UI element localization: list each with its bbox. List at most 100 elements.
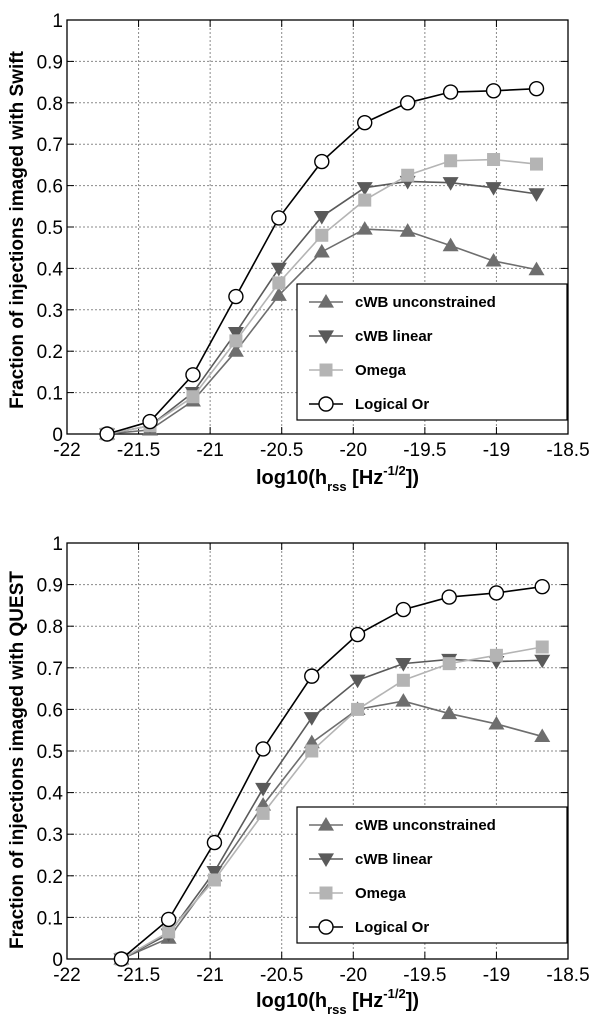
y-tick-label: 0.1 <box>37 908 63 929</box>
data-point-omega <box>535 640 549 654</box>
legend-marker-logical-or <box>318 919 334 935</box>
y-tick-label: 0.8 <box>37 617 63 638</box>
quest-chart: -22 -21.5 -21 -20.5 -20 -19.5 -19 -18.5 0 0.1 0.2 0… <box>7 534 590 1017</box>
data-point-logical-or <box>485 83 502 99</box>
y-tick-label: 0.9 <box>37 576 63 597</box>
data-point-omega <box>396 673 410 687</box>
x-tick-label: -21 <box>196 965 223 986</box>
y-tick-label: 0.4 <box>37 259 64 280</box>
data-point-cwb-unconstrained <box>270 287 287 301</box>
y-tick-label: 1 <box>52 534 63 555</box>
y-tick-label: 0.8 <box>37 94 63 115</box>
data-point-omega <box>162 925 176 939</box>
series-line-logical-or <box>120 585 543 960</box>
data-point-cwb-linear <box>206 866 223 880</box>
x-tick-label: -19.5 <box>403 965 446 986</box>
legend-marker-cwb-unconstrained <box>318 817 334 831</box>
legend-marker-cwb-linear <box>318 330 334 344</box>
data-point-omega <box>487 153 501 167</box>
x-tick-label: -18.5 <box>546 965 589 986</box>
x-tick-label: -19.5 <box>403 440 446 461</box>
data-point-cwb-linear <box>349 674 366 689</box>
y-tick-label: 0.9 <box>37 52 63 73</box>
data-point-logical-or <box>528 81 545 97</box>
data-point-logical-or <box>314 153 330 170</box>
data-point-cwb-unconstrained <box>356 221 373 235</box>
data-point-omega <box>351 702 365 716</box>
y-tick-label: 0.7 <box>37 135 63 156</box>
y-tick-label: 0.4 <box>37 784 64 805</box>
y-tick-label: 0 <box>52 425 63 446</box>
data-point-logical-or <box>357 114 373 131</box>
legend-box <box>296 806 568 944</box>
x-tick-label: -20 <box>340 440 367 461</box>
data-point-omega <box>186 390 200 404</box>
data-point-cwb-unconstrained <box>399 223 416 237</box>
data-point-logical-or <box>395 601 412 618</box>
data-point-omega <box>530 157 544 171</box>
series-line-omega <box>120 646 543 960</box>
data-point-cwb-linear <box>528 188 545 202</box>
y-tick-label: 0.6 <box>37 177 63 198</box>
y-tick-label: 0.3 <box>37 825 63 846</box>
x-axis-label: log10(hrss [Hz-1/2]) <box>256 986 419 1017</box>
x-tick-label: -18.5 <box>546 440 589 461</box>
data-point-cwb-linear <box>227 326 244 341</box>
legend: cWB unconstrained cWB linear Omega Logical … <box>296 283 568 421</box>
legend-label-cwb-unconstrained: cWB unconstrained <box>355 294 496 311</box>
data-point-omega <box>256 806 270 820</box>
legend-label-omega: Omega <box>355 885 407 902</box>
series-logical-or <box>113 578 550 967</box>
data-point-omega <box>358 193 372 207</box>
data-point-logical-or <box>304 668 320 684</box>
data-point-cwb-unconstrained <box>442 237 459 252</box>
x-tick-label: -21 <box>196 440 223 461</box>
x-tick-label: -19 <box>483 440 510 461</box>
data-point-logical-or <box>441 589 457 605</box>
data-point-logical-or <box>255 741 271 757</box>
y-tick-label: 0.2 <box>37 867 63 888</box>
x-tick-label: -22 <box>53 440 80 461</box>
data-point-logical-or <box>99 426 115 442</box>
legend-marker-omega <box>319 886 333 900</box>
data-point-cwb-unconstrained <box>485 252 502 267</box>
data-point-cwb-linear <box>356 182 373 196</box>
data-point-logical-or <box>534 578 550 595</box>
legend-marker-logical-or <box>318 396 334 412</box>
x-tick-label: -20.5 <box>260 440 303 461</box>
x-axis-label: log10(hrss [Hz-1/2]) <box>256 463 419 494</box>
data-point-logical-or <box>271 210 287 226</box>
data-point-cwb-linear <box>255 782 272 797</box>
data-point-omega <box>401 168 415 182</box>
x-tick-label: -20 <box>340 965 367 986</box>
legend-label-omega: Omega <box>355 362 407 379</box>
y-axis-label: Fraction of injections imaged with Swift <box>7 50 28 409</box>
y-tick-label: 0.5 <box>37 742 63 763</box>
y-tick-label: 1 <box>52 11 63 32</box>
data-point-omega <box>207 873 221 887</box>
data-point-cwb-unconstrained <box>488 715 505 730</box>
swift-chart: -22 -21.5 -21 -20.5 -20 -19.5 -19 -18.5 0 0.1 0.2 0… <box>7 11 590 494</box>
y-tick-label: 0.2 <box>37 342 63 363</box>
legend-label-cwb-linear: cWB linear <box>355 328 433 345</box>
data-point-cwb-unconstrained <box>395 693 412 707</box>
series-omega <box>114 640 549 966</box>
y-tick-label: 0.3 <box>37 301 63 322</box>
y-tick-label: 0.6 <box>37 700 63 721</box>
data-point-omega <box>315 228 329 242</box>
x-tick-label: -19 <box>483 965 510 986</box>
y-tick-label: 0.5 <box>37 218 63 239</box>
data-point-cwb-unconstrained <box>441 705 458 720</box>
data-point-omega <box>442 657 456 671</box>
series-line-cwb-linear <box>121 658 543 960</box>
x-tick-label: -21.5 <box>117 440 160 461</box>
data-point-cwb-unconstrained <box>528 261 545 276</box>
y-tick-label: 0.7 <box>37 659 63 680</box>
legend: cWB unconstrained cWB linear Omega Logical … <box>296 806 568 944</box>
x-tick-label: -20.5 <box>260 965 303 986</box>
legend-box <box>296 283 568 421</box>
legend-marker-cwb-linear <box>318 853 334 867</box>
x-tick-label: -21.5 <box>117 965 160 986</box>
data-point-cwb-unconstrained <box>227 343 244 357</box>
data-point-cwb-linear <box>442 177 459 191</box>
